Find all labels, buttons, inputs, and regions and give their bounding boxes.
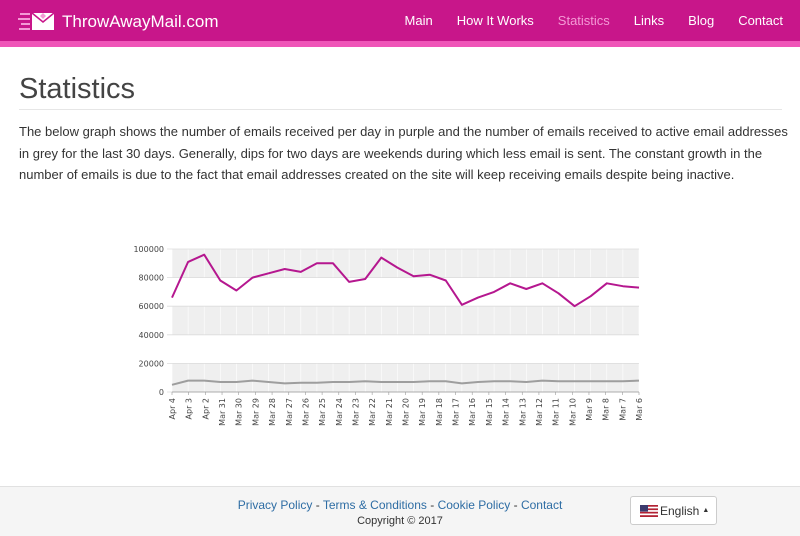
footer-separator: -	[510, 498, 521, 512]
x-tick-label: Mar 13	[518, 398, 527, 426]
x-tick-label: Apr 4	[168, 398, 177, 419]
series-line-active-emails	[171, 379, 640, 386]
y-tick-label: 0	[159, 388, 164, 397]
x-tick-label: Mar 22	[368, 398, 377, 426]
x-tick-label: Mar 27	[285, 398, 294, 426]
x-tick-label: Mar 29	[251, 398, 260, 426]
series-line-total-emails	[171, 253, 640, 308]
x-tick-label: Mar 26	[301, 398, 310, 426]
x-tick-label: Mar 18	[435, 398, 444, 426]
x-tick-label: Mar 14	[502, 398, 511, 426]
cookie-policy-link[interactable]: Cookie Policy	[437, 498, 511, 512]
us-flag-icon	[640, 504, 658, 517]
privacy-policy-link[interactable]: Privacy Policy	[237, 498, 313, 512]
footer-separator: -	[312, 498, 323, 512]
x-tick-label: Mar 25	[318, 398, 327, 426]
footer-links: Privacy Policy - Terms & Conditions - Co…	[0, 498, 800, 512]
navbar-accent-stripe	[0, 41, 800, 47]
x-tick-label: Mar 16	[468, 398, 477, 426]
y-tick-label: 100000	[133, 245, 164, 254]
x-tick-label: Mar 6	[635, 398, 644, 421]
x-tick-label: Mar 10	[568, 398, 577, 426]
x-tick-label: Mar 11	[552, 398, 561, 426]
y-tick-label: 60000	[139, 302, 164, 311]
x-tick-label: Apr 3	[185, 398, 194, 419]
x-tick-label: Mar 15	[485, 398, 494, 426]
brand-logo-link[interactable]: ThrowAwayMail.com	[18, 9, 219, 35]
caret-up-icon: ▲	[702, 507, 710, 514]
x-tick-label: Mar 23	[351, 398, 360, 426]
x-tick-label: Mar 17	[452, 398, 461, 426]
chart-grid-band	[172, 306, 639, 335]
page-description: The below graph shows the number of emai…	[19, 124, 788, 182]
chart-grid	[167, 248, 640, 393]
x-tick-label: Mar 28	[268, 398, 277, 426]
language-dropdown-button[interactable]: English ▲	[630, 496, 717, 525]
chart-grid-band	[172, 249, 639, 278]
chart-grid-band	[172, 363, 639, 392]
copyright: Copyright © 2017	[357, 515, 443, 527]
footer: Privacy Policy - Terms & Conditions - Co…	[0, 486, 800, 536]
x-tick-label: Mar 30	[235, 398, 244, 426]
x-tick-label: Mar 21	[385, 398, 394, 426]
main-nav: Main How It Works Statistics Links Blog …	[405, 0, 800, 41]
x-tick-label: Mar 20	[402, 398, 411, 426]
nav-item-main[interactable]: Main	[404, 13, 433, 28]
y-tick-label: 80000	[139, 274, 164, 283]
y-tick-label: 40000	[139, 331, 164, 340]
footer-contact-link[interactable]: Contact	[520, 498, 563, 512]
envelope-logo-icon	[18, 12, 55, 30]
x-tick-label: Mar 31	[218, 398, 227, 426]
title-divider	[19, 109, 782, 110]
page-title: Statistics	[19, 73, 136, 105]
chart-series	[171, 253, 640, 386]
chart-y-axis: 0 20000 40000 60000 80000 100000	[133, 245, 164, 397]
chart-x-axis: Apr 4 Apr 3 Apr 2 Mar 31 Mar 30 Mar 29 Mar 28 M…	[168, 391, 644, 426]
x-tick-label: Mar 7	[618, 398, 627, 421]
brand-name: ThrowAwayMail.com	[62, 12, 219, 31]
nav-item-statistics[interactable]: Statistics	[557, 13, 610, 28]
nav-item-links[interactable]: Links	[633, 13, 665, 28]
nav-item-how-it-works[interactable]: How It Works	[456, 13, 534, 28]
terms-conditions-link[interactable]: Terms & Conditions	[322, 498, 427, 512]
footer-separator: -	[426, 498, 438, 512]
x-tick-label: Mar 12	[535, 398, 544, 426]
x-tick-label: Mar 19	[418, 398, 427, 426]
x-tick-label: Mar 9	[585, 398, 594, 421]
x-tick-label: Mar 24	[335, 398, 344, 426]
nav-item-contact[interactable]: Contact	[738, 13, 783, 28]
navbar: ThrowAwayMail.com Main How It Works Stat…	[0, 0, 800, 41]
y-tick-label: 20000	[139, 359, 164, 368]
x-tick-label: Mar 8	[602, 398, 611, 421]
language-label: English	[660, 503, 700, 518]
x-tick-label: Apr 2	[201, 398, 210, 419]
nav-item-blog[interactable]: Blog	[688, 13, 715, 28]
